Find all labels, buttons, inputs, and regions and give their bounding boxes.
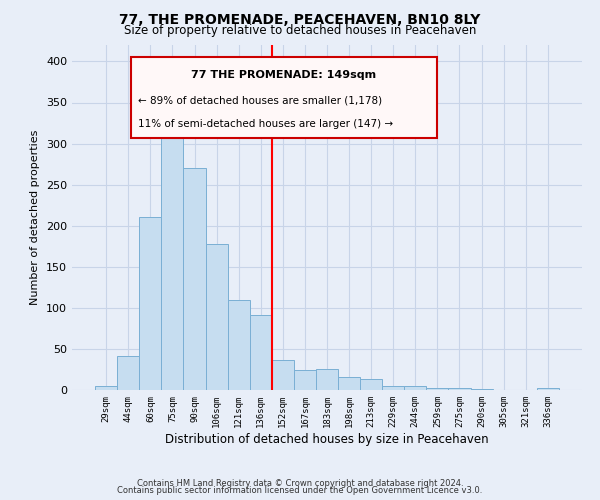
Text: Contains public sector information licensed under the Open Government Licence v3: Contains public sector information licen…	[118, 486, 482, 495]
Text: ← 89% of detached houses are smaller (1,178): ← 89% of detached houses are smaller (1,…	[139, 96, 382, 106]
Bar	[382, 386, 404, 390]
Bar	[537, 388, 559, 390]
Text: 11% of semi-detached houses are larger (147) →: 11% of semi-detached houses are larger (…	[139, 120, 394, 130]
Bar	[95, 386, 117, 390]
Bar	[448, 388, 470, 390]
Bar	[272, 360, 294, 390]
Bar	[404, 386, 427, 390]
Bar	[250, 316, 272, 390]
Bar	[139, 218, 161, 390]
Bar	[161, 137, 184, 390]
Text: 77, THE PROMENADE, PEACEHAVEN, BN10 8LY: 77, THE PROMENADE, PEACEHAVEN, BN10 8LY	[119, 12, 481, 26]
Bar	[227, 300, 250, 390]
Bar	[427, 388, 448, 390]
Bar	[294, 370, 316, 390]
FancyBboxPatch shape	[131, 57, 437, 138]
Bar	[206, 244, 227, 390]
Bar	[470, 389, 493, 390]
Text: 77 THE PROMENADE: 149sqm: 77 THE PROMENADE: 149sqm	[191, 70, 376, 80]
Bar	[360, 380, 382, 390]
Bar	[184, 168, 206, 390]
Text: Size of property relative to detached houses in Peacehaven: Size of property relative to detached ho…	[124, 24, 476, 37]
Bar	[338, 377, 360, 390]
Bar	[316, 368, 338, 390]
Bar	[117, 356, 139, 390]
Text: Contains HM Land Registry data © Crown copyright and database right 2024.: Contains HM Land Registry data © Crown c…	[137, 478, 463, 488]
X-axis label: Distribution of detached houses by size in Peacehaven: Distribution of detached houses by size …	[165, 432, 489, 446]
Y-axis label: Number of detached properties: Number of detached properties	[31, 130, 40, 305]
